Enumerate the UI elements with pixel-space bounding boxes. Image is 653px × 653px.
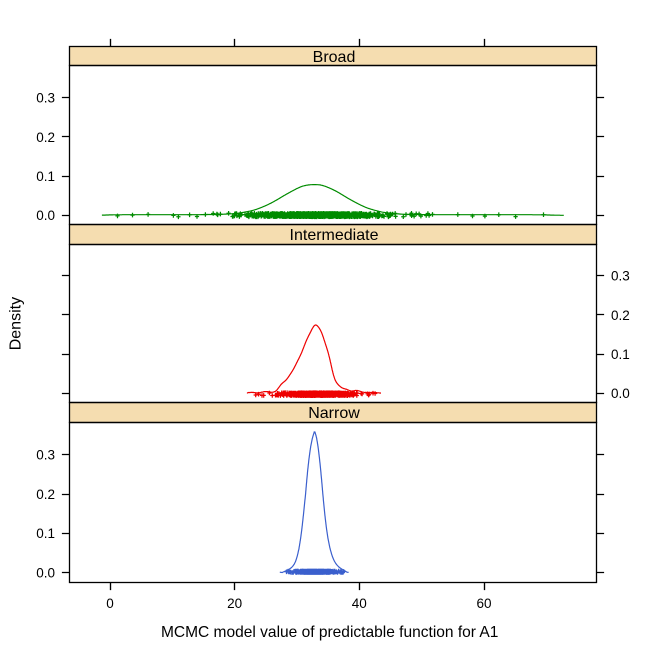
svg-text:0.1: 0.1 [36, 169, 55, 184]
svg-text:20: 20 [227, 596, 242, 611]
svg-text:MCMC model value of predictabl: MCMC model value of predictable function… [161, 624, 499, 641]
svg-text:0.3: 0.3 [36, 448, 55, 463]
svg-text:Intermediate: Intermediate [290, 227, 379, 244]
svg-text:Density: Density [8, 297, 25, 350]
svg-text:Narrow: Narrow [308, 405, 360, 422]
svg-text:Broad: Broad [313, 49, 356, 66]
svg-text:0.1: 0.1 [611, 347, 630, 362]
svg-text:0: 0 [106, 596, 114, 611]
svg-text:0.0: 0.0 [611, 386, 630, 401]
svg-text:0.0: 0.0 [36, 208, 55, 223]
svg-text:0.2: 0.2 [611, 308, 630, 323]
svg-text:0.3: 0.3 [36, 91, 55, 106]
svg-text:0.0: 0.0 [36, 565, 55, 580]
svg-text:0.2: 0.2 [36, 487, 55, 502]
svg-text:40: 40 [352, 596, 367, 611]
svg-text:0.3: 0.3 [611, 269, 630, 284]
svg-text:60: 60 [476, 596, 491, 611]
svg-text:0.1: 0.1 [36, 526, 55, 541]
svg-text:0.2: 0.2 [36, 130, 55, 145]
